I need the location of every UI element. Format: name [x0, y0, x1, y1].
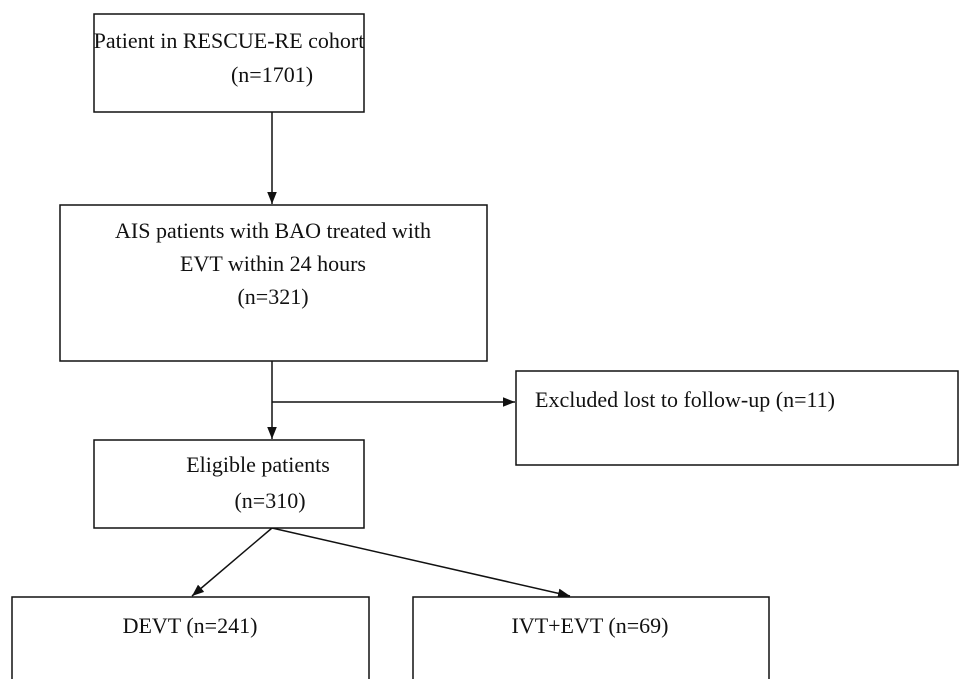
- node-text: (n=310): [234, 488, 305, 513]
- arrow: [191, 527, 273, 597]
- node-text: AIS patients with BAO treated with: [115, 218, 431, 243]
- node-text: (n=321): [237, 284, 308, 309]
- node-text: IVT+EVT (n=69): [512, 613, 669, 638]
- box: [59, 204, 488, 362]
- node-text: (n=1701): [231, 62, 313, 87]
- node-text: Patient in RESCUE-RE cohort: [94, 28, 365, 53]
- box: [412, 596, 770, 679]
- box: [93, 13, 365, 113]
- node-text: Excluded lost to follow-up (n=11): [535, 387, 835, 412]
- node-text: EVT within 24 hours: [180, 251, 366, 276]
- node-text: Eligible patients: [186, 452, 330, 477]
- box: [515, 370, 959, 466]
- box: [93, 439, 365, 529]
- box: [11, 596, 370, 679]
- node-text: DEVT (n=241): [123, 613, 258, 638]
- arrow: [271, 527, 571, 599]
